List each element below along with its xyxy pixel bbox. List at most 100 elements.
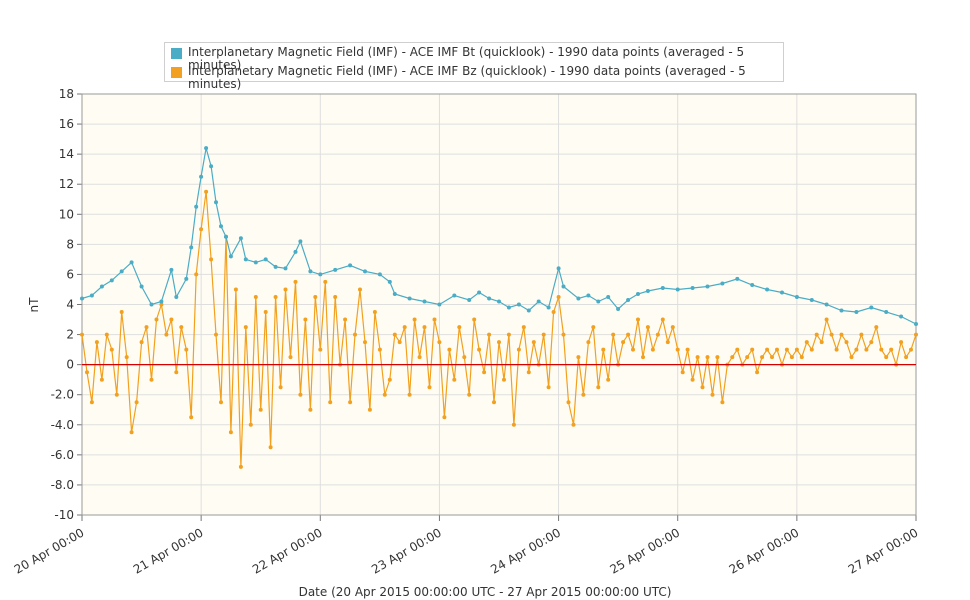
data-point-bz — [243, 325, 248, 330]
data-point-bz — [497, 340, 501, 345]
data-point-bz — [377, 347, 382, 352]
data-point-bz — [829, 332, 834, 337]
data-point-bz — [909, 347, 913, 352]
data-point-bz — [571, 422, 576, 427]
data-point-bt — [109, 278, 114, 283]
data-point-bz — [680, 370, 685, 375]
data-point-bz — [134, 400, 139, 405]
data-point-bz — [437, 340, 442, 345]
data-point-bz — [129, 430, 134, 435]
data-point-bz — [467, 392, 472, 397]
data-point-bz — [253, 295, 258, 299]
data-point-bz — [551, 310, 556, 314]
data-point-bt — [824, 302, 829, 307]
data-point-bt — [899, 314, 904, 319]
data-point-bt — [705, 284, 710, 289]
data-point-bz — [144, 325, 149, 330]
y-tick-label: -8.0 — [51, 478, 74, 492]
data-point-bz — [487, 332, 492, 337]
data-point-bt — [298, 239, 303, 244]
data-point-bz — [914, 332, 918, 337]
data-point-bz — [531, 340, 536, 345]
data-point-bz — [824, 317, 829, 322]
data-point-bt — [318, 272, 323, 277]
data-point-bt — [660, 286, 665, 290]
y-tick-label: -6.0 — [51, 448, 74, 462]
x-tick-label: 25 Apr 00:00 — [607, 525, 682, 576]
data-point-bz — [392, 332, 397, 337]
y-tick-label: -4.0 — [51, 418, 74, 432]
data-point-bz — [670, 325, 675, 330]
data-point-bz — [839, 332, 844, 337]
data-point-bz — [804, 340, 809, 345]
data-point-bt — [159, 299, 164, 304]
data-point-bz — [164, 332, 169, 337]
data-point-bz — [228, 430, 233, 435]
data-point-bz — [566, 400, 571, 405]
data-point-bt — [139, 284, 144, 289]
data-point-bz — [159, 302, 164, 307]
x-tick-label: 26 Apr 00:00 — [727, 525, 802, 576]
data-point-bz — [447, 347, 452, 352]
x-tick-label: 20 Apr 00:00 — [12, 525, 87, 576]
data-point-bz — [283, 287, 288, 292]
data-point-bt — [526, 308, 531, 313]
data-point-bz — [521, 325, 526, 330]
y-tick-label: -10 — [54, 508, 74, 522]
data-point-bt — [561, 284, 566, 289]
data-point-bz — [591, 325, 596, 330]
data-point-bz — [472, 317, 477, 322]
data-point-bz — [477, 347, 482, 352]
data-point-bz — [611, 332, 616, 337]
data-point-bt — [363, 269, 367, 274]
data-point-bt — [596, 299, 601, 304]
y-tick-label: 10 — [59, 207, 74, 221]
data-point-bt — [308, 269, 313, 274]
data-point-bt — [333, 267, 338, 272]
data-point-bz — [323, 279, 328, 284]
data-point-bz — [333, 295, 338, 299]
data-point-bz — [631, 347, 635, 352]
data-point-bz — [690, 377, 695, 382]
data-point-bz — [139, 340, 144, 345]
legend-item-bz[interactable]: Interplanetary Magnetic Field (IMF) - AC… — [171, 65, 761, 91]
data-point-bz — [720, 400, 725, 405]
data-point-bz — [367, 407, 372, 412]
data-point-bz — [303, 317, 308, 322]
data-point-bz — [715, 355, 720, 360]
data-point-bt — [576, 296, 581, 301]
data-point-bz — [626, 332, 631, 337]
data-point-bz — [169, 317, 174, 322]
data-point-bz — [452, 377, 457, 382]
data-point-bt — [437, 302, 442, 307]
data-point-bz — [814, 332, 819, 337]
data-point-bz — [601, 347, 606, 352]
data-point-bz — [879, 347, 884, 352]
data-point-bt — [273, 264, 278, 269]
data-point-bz — [442, 415, 447, 420]
legend: Interplanetary Magnetic Field (IMF) - AC… — [164, 42, 784, 91]
data-point-bz — [541, 332, 546, 337]
data-point-bz — [104, 332, 109, 337]
data-point-bz — [561, 332, 566, 337]
data-point-bt — [869, 305, 874, 310]
data-point-bz — [819, 340, 824, 345]
data-point-bz — [184, 347, 189, 352]
data-point-bz — [581, 392, 586, 397]
data-point-bt — [214, 200, 218, 205]
data-point-bz — [864, 347, 869, 352]
data-point-bz — [432, 317, 437, 322]
data-point-bz — [809, 347, 814, 352]
data-point-bz — [482, 370, 487, 375]
data-point-bz — [214, 332, 218, 337]
legend-item-bt[interactable]: Interplanetary Magnetic Field (IMF) - AC… — [171, 46, 761, 72]
data-point-bz — [219, 400, 223, 405]
data-point-bz — [869, 340, 874, 345]
y-tick-label: 14 — [59, 147, 74, 161]
data-point-bt — [506, 305, 511, 310]
data-point-bt — [720, 281, 725, 286]
data-point-bz — [457, 325, 462, 330]
data-point-bz — [710, 392, 715, 397]
data-point-bz — [685, 347, 690, 352]
